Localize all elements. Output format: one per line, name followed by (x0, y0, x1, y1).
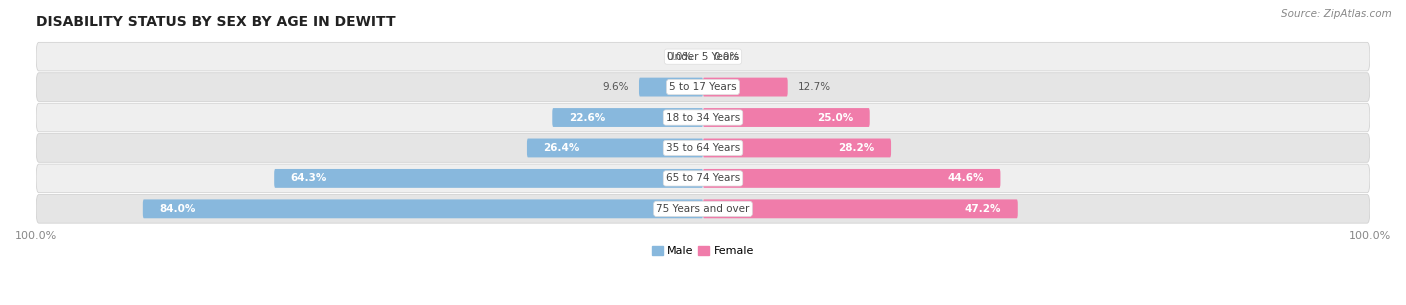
Text: 5 to 17 Years: 5 to 17 Years (669, 82, 737, 92)
FancyBboxPatch shape (638, 78, 703, 96)
Text: Under 5 Years: Under 5 Years (666, 52, 740, 62)
Text: 9.6%: 9.6% (603, 82, 628, 92)
Text: 0.0%: 0.0% (713, 52, 740, 62)
Text: DISABILITY STATUS BY SEX BY AGE IN DEWITT: DISABILITY STATUS BY SEX BY AGE IN DEWIT… (37, 15, 395, 29)
FancyBboxPatch shape (703, 78, 787, 96)
Text: 26.4%: 26.4% (544, 143, 581, 153)
FancyBboxPatch shape (37, 42, 1369, 71)
Text: 65 to 74 Years: 65 to 74 Years (666, 174, 740, 183)
Text: 84.0%: 84.0% (159, 204, 195, 214)
Text: 35 to 64 Years: 35 to 64 Years (666, 143, 740, 153)
FancyBboxPatch shape (274, 169, 703, 188)
Text: 25.0%: 25.0% (817, 113, 853, 123)
Legend: Male, Female: Male, Female (647, 242, 759, 261)
FancyBboxPatch shape (143, 199, 703, 218)
Text: 12.7%: 12.7% (797, 82, 831, 92)
FancyBboxPatch shape (37, 103, 1369, 132)
Text: 44.6%: 44.6% (948, 174, 984, 183)
FancyBboxPatch shape (703, 138, 891, 157)
Text: 47.2%: 47.2% (965, 204, 1001, 214)
FancyBboxPatch shape (553, 108, 703, 127)
Text: 64.3%: 64.3% (291, 174, 328, 183)
FancyBboxPatch shape (37, 73, 1369, 101)
FancyBboxPatch shape (703, 169, 1001, 188)
Text: 18 to 34 Years: 18 to 34 Years (666, 113, 740, 123)
Text: 22.6%: 22.6% (569, 113, 605, 123)
FancyBboxPatch shape (37, 134, 1369, 162)
Text: 0.0%: 0.0% (666, 52, 693, 62)
FancyBboxPatch shape (37, 195, 1369, 223)
Text: 75 Years and over: 75 Years and over (657, 204, 749, 214)
Text: 28.2%: 28.2% (838, 143, 875, 153)
FancyBboxPatch shape (37, 164, 1369, 193)
FancyBboxPatch shape (527, 138, 703, 157)
FancyBboxPatch shape (703, 108, 870, 127)
Text: Source: ZipAtlas.com: Source: ZipAtlas.com (1281, 9, 1392, 19)
FancyBboxPatch shape (703, 199, 1018, 218)
